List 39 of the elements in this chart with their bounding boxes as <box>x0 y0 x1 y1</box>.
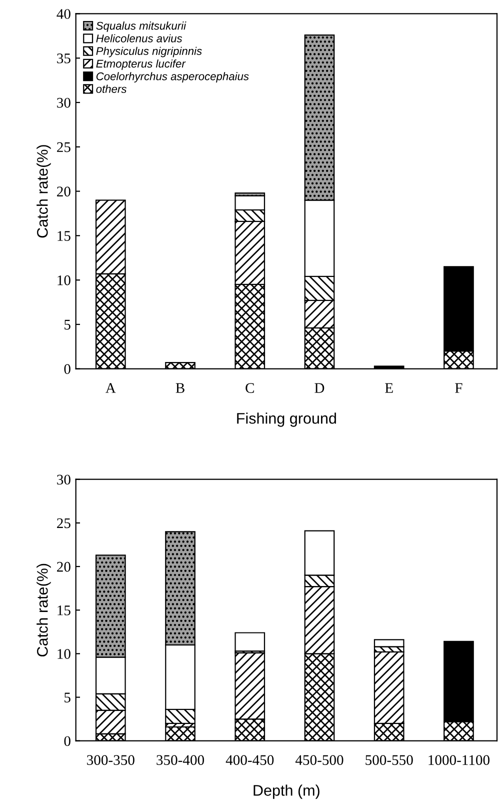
y-tick-label: 25 <box>57 518 70 528</box>
x-tick-label: 500-550 <box>366 755 413 765</box>
y-tick-label: 0 <box>64 736 70 746</box>
bar <box>234 632 266 652</box>
y-tick-label: 25 <box>57 142 70 152</box>
y-tick-label: 40 <box>56 9 70 19</box>
x-tick-label: E <box>385 383 393 393</box>
y-tick-label: 20 <box>57 562 70 572</box>
y-tick-label: 15 <box>58 231 70 241</box>
x-tick-label: 1000-1100 <box>428 755 490 765</box>
legend-label: others <box>96 84 126 93</box>
y-tick-label: 30 <box>57 474 70 485</box>
y-axis-title: Catch rate(%) <box>36 564 51 656</box>
x-tick-label: 400-450 <box>226 755 274 765</box>
x-tick-label: C <box>246 383 254 393</box>
legend-label: Etmopterus lucifer <box>96 59 186 70</box>
x-tick-label: D <box>314 383 324 393</box>
x-tick-label: A <box>106 383 116 393</box>
legend-label: Physiculus nigripinnis <box>96 46 202 58</box>
x-tick-label: F <box>455 383 462 393</box>
x-tick-label: 350-400 <box>156 755 204 765</box>
legend-label: Squalus mitsukurii <box>96 22 186 32</box>
x-tick-label: B <box>176 383 184 393</box>
y-tick-label: 5 <box>64 692 70 702</box>
y-tick-label: 10 <box>58 649 70 659</box>
legend-label: Helicolenus avius <box>96 34 182 42</box>
y-tick-label: 0 <box>64 364 70 374</box>
x-tick-label: 300-350 <box>87 755 134 765</box>
y-tick-label: 20 <box>57 186 70 196</box>
x-axis-title: Depth (m) <box>254 784 320 799</box>
legend-label: Coelorhyrchus asperocephaius <box>96 72 249 82</box>
y-tick-label: 10 <box>58 275 70 286</box>
x-tick-label: 450-500 <box>295 755 344 765</box>
y-tick-label: 30 <box>57 98 70 108</box>
y-axis-title: Catch rate(%) <box>36 145 51 238</box>
y-tick-label: 35 <box>57 54 70 64</box>
y-tick-label: 5 <box>64 320 70 330</box>
x-axis-title: Fishing ground <box>237 412 336 427</box>
y-tick-label: 15 <box>58 606 70 616</box>
